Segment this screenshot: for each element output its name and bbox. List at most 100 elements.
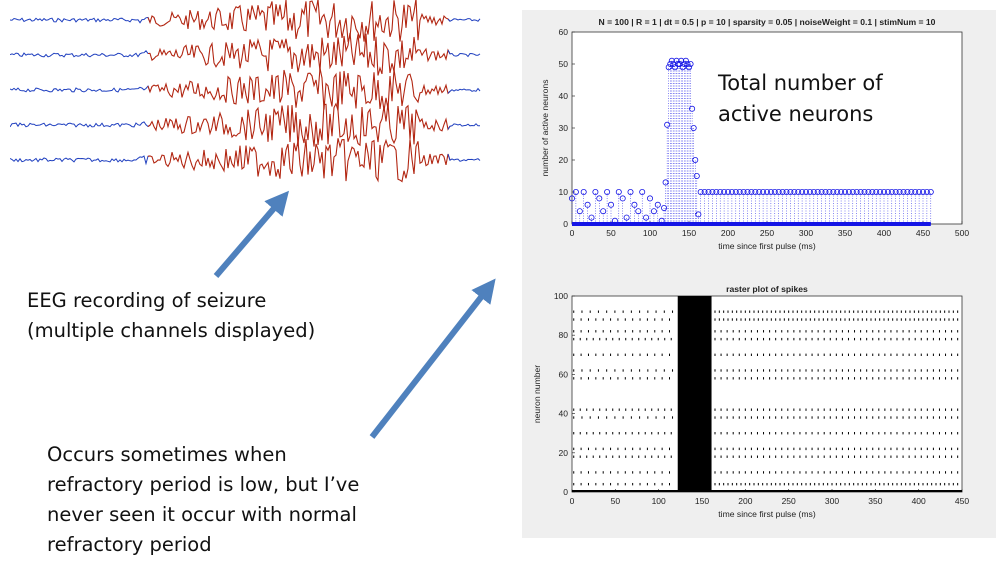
top-data-point (671, 64, 678, 71)
top-data-point (744, 188, 751, 195)
eeg-channel-trace (447, 87, 481, 94)
top-data-point (748, 188, 755, 195)
raster-x-tick-label: 50 (611, 496, 621, 506)
top-data-point (857, 188, 864, 195)
top-data-point (732, 188, 739, 195)
top-data-point (908, 188, 915, 195)
top-x-tick-label: 250 (760, 228, 774, 238)
raster-seizure-block (677, 296, 712, 492)
occurs-caption-line-4: refractory period (47, 533, 212, 556)
top-x-tick-label: 450 (916, 228, 930, 238)
top-data-point (869, 188, 876, 195)
top-data-point (853, 188, 860, 195)
raster-x-tick-label: 350 (868, 496, 882, 506)
top-data-point (861, 188, 868, 195)
top-data-point (670, 61, 677, 68)
eeg-caption-line-2: (multiple channels displayed) (27, 319, 316, 342)
eeg-channel-seizure-trace (147, 138, 451, 183)
arrow-to-plot (369, 278, 496, 439)
top-x-axis-label: time since first pulse (ms) (718, 241, 816, 251)
top-data-point (588, 214, 595, 221)
raster-x-tick-label: 250 (782, 496, 796, 506)
eeg-channel-seizure-trace (147, 68, 451, 111)
top-x-tick-label: 200 (721, 228, 735, 238)
raster-x-tick-label: 400 (912, 496, 926, 506)
top-data-point (709, 188, 716, 195)
top-data-point (896, 188, 903, 195)
top-data-point (687, 61, 694, 68)
raster-x-tick-label: 300 (825, 496, 839, 506)
top-data-point (756, 188, 763, 195)
top-data-point (572, 188, 579, 195)
top-data-point (791, 188, 798, 195)
top-data-point (771, 188, 778, 195)
raster-y-tick-label: 60 (559, 369, 569, 379)
top-data-point (799, 188, 806, 195)
top-data-point (834, 188, 841, 195)
top-data-point (647, 195, 654, 202)
top-data-point (569, 195, 576, 202)
top-data-point (904, 188, 911, 195)
top-x-tick-label: 350 (838, 228, 852, 238)
top-data-point (604, 188, 611, 195)
top-y-tick-label: 20 (559, 155, 569, 165)
top-data-point (668, 57, 675, 64)
occurs-caption-line-3: never seen it occur with normal (47, 503, 357, 526)
top-data-point (665, 64, 672, 71)
top-data-point (814, 188, 821, 195)
eeg-channel-seizure-trace (147, 102, 451, 147)
raster-x-tick-label: 100 (652, 496, 666, 506)
top-data-point (584, 201, 591, 208)
eeg-channel-trace (10, 121, 151, 128)
top-data-point (697, 188, 704, 195)
raster-x-axis-label: time since first pulse (ms) (718, 509, 816, 519)
top-data-point (673, 57, 680, 64)
eeg-channel-trace (10, 155, 151, 166)
top-data-point (717, 188, 724, 195)
top-data-point (721, 188, 728, 195)
top-data-point (849, 188, 856, 195)
top-data-point (705, 188, 712, 195)
top-x-tick-label: 500 (955, 228, 969, 238)
raster-y-tick-label: 20 (559, 448, 569, 458)
top-data-point (919, 188, 926, 195)
top-data-point (619, 195, 626, 202)
top-y-tick-label: 30 (559, 123, 569, 133)
top-data-point (838, 188, 845, 195)
top-data-point (806, 188, 813, 195)
top-data-point (736, 188, 743, 195)
raster-y-tick-label: 80 (559, 330, 569, 340)
top-data-point (580, 188, 587, 195)
top-y-tick-label: 0 (563, 219, 568, 229)
figure-charts: N = 100 | R = 1 | dt = 0.5 | p = 10 | sp… (532, 17, 969, 519)
top-data-point (810, 188, 817, 195)
eeg-channel-trace (447, 123, 480, 130)
eeg-channel-seizure-trace (147, 0, 451, 43)
top-data-point (631, 201, 638, 208)
top-data-point (596, 195, 603, 202)
eeg-caption-line-1: EEG recording of seizure (27, 289, 267, 312)
top-data-point (763, 188, 770, 195)
top-data-point (752, 188, 759, 195)
top-data-point (678, 57, 685, 64)
top-data-point (576, 208, 583, 215)
top-data-point (779, 188, 786, 195)
top-data-point (818, 188, 825, 195)
raster-y-tick-label: 100 (554, 291, 568, 301)
occurs-caption-line-2: refractory period is low, but I’ve (47, 473, 360, 496)
top-data-point (682, 57, 689, 64)
top-data-point (927, 188, 934, 195)
top-data-point (693, 172, 700, 179)
top-data-point (916, 188, 923, 195)
top-data-point (679, 64, 686, 71)
eeg-caption: EEG recording of seizure (multiple chann… (27, 286, 315, 346)
top-y-tick-label: 60 (559, 27, 569, 37)
top-data-point (695, 211, 702, 218)
top-data-point (760, 188, 767, 195)
top-data-point (830, 188, 837, 195)
top-data-point (592, 188, 599, 195)
top-data-point (713, 188, 720, 195)
top-data-point (685, 64, 692, 71)
top-data-point (684, 61, 691, 68)
